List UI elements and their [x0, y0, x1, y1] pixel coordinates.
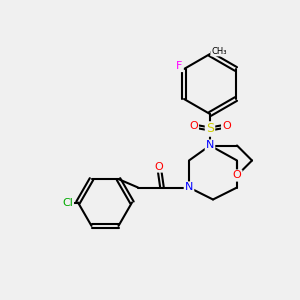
Text: N: N	[185, 182, 193, 193]
Text: F: F	[176, 61, 183, 71]
Text: O: O	[232, 170, 242, 181]
Text: N: N	[206, 140, 214, 151]
Text: O: O	[189, 121, 198, 131]
Text: O: O	[154, 161, 164, 172]
Text: S: S	[206, 122, 214, 136]
Text: Cl: Cl	[62, 197, 73, 208]
Text: O: O	[222, 121, 231, 131]
Text: CH₃: CH₃	[211, 46, 227, 56]
